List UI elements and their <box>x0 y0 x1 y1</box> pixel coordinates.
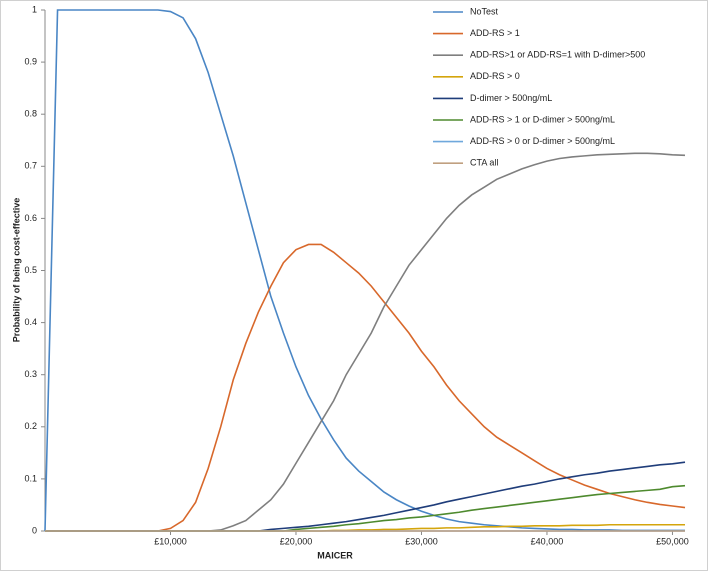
y-tick-label: 0.1 <box>24 473 37 483</box>
legend-label: D-dimer > 500ng/mL <box>470 93 552 103</box>
y-tick-label: 0.6 <box>24 213 37 223</box>
x-tick-label: £50,000 <box>656 536 689 546</box>
x-tick-label: £30,000 <box>405 536 438 546</box>
legend-label: ADD-RS > 1 <box>470 28 520 38</box>
y-tick-label: 0.5 <box>24 265 37 275</box>
y-tick-label: 0.3 <box>24 369 37 379</box>
series-line <box>44 9 685 532</box>
x-axis-title: MAICER <box>317 550 353 560</box>
y-tick-label: 0.7 <box>24 161 37 171</box>
y-tick-label: 0.8 <box>24 109 37 119</box>
legend-label: NoTest <box>470 6 499 16</box>
legend-label: ADD-RS > 0 <box>470 71 520 81</box>
y-tick-label: 0 <box>32 525 37 535</box>
y-tick-label: 0.9 <box>24 56 37 66</box>
y-axis-title: Probability of being cost-effective <box>11 198 21 343</box>
legend-label: ADD-RS > 0 or D-dimer > 500ng/mL <box>470 136 615 146</box>
x-tick-label: £10,000 <box>154 536 187 546</box>
x-tick-label: £20,000 <box>280 536 313 546</box>
x-tick-label: £40,000 <box>531 536 564 546</box>
y-tick-label: 0.4 <box>24 317 37 327</box>
legend-label: CTA all <box>470 158 498 168</box>
y-tick-label: 0.2 <box>24 421 37 431</box>
legend-label: ADD-RS>1 or ADD-RS=1 with D-dimer>500 <box>470 50 645 60</box>
y-tick-label: 1 <box>32 4 37 14</box>
legend-label: ADD-RS > 1 or D-dimer > 500ng/mL <box>470 114 615 124</box>
